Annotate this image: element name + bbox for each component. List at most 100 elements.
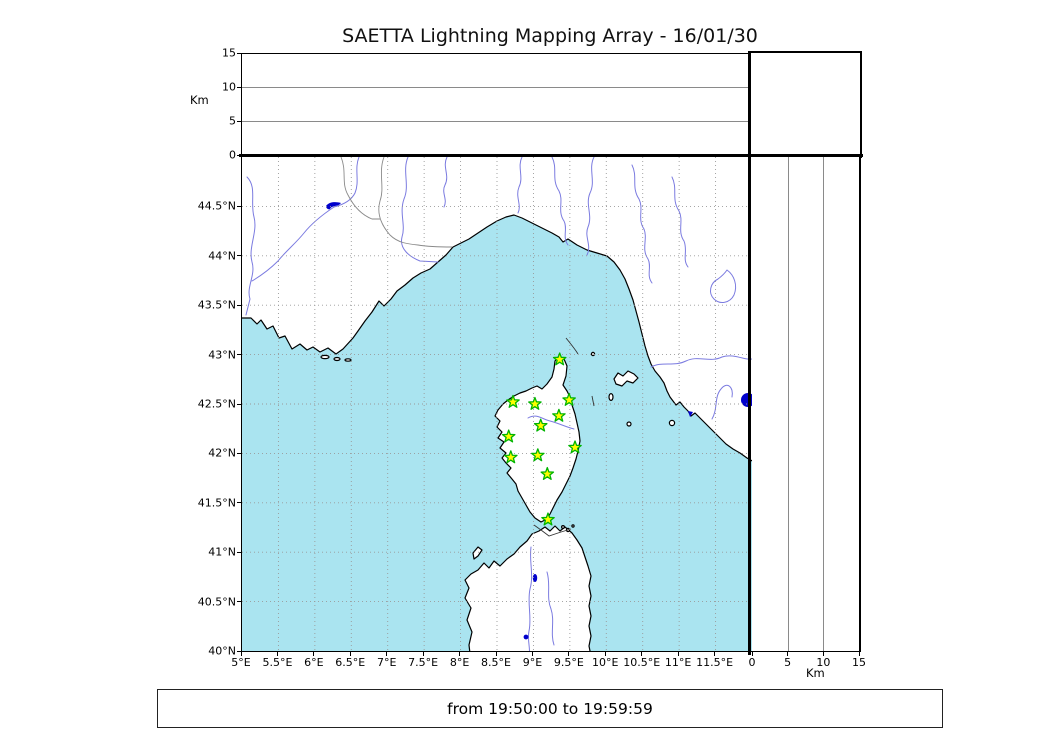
map-lon-tickmark-9.5 <box>568 652 570 656</box>
map-lon-tick-9: 9°E <box>522 656 543 669</box>
argentario-lagoon <box>688 411 693 417</box>
map-lat-tickmark-41 <box>237 551 241 553</box>
hyeres-island-1 <box>320 354 330 360</box>
alt-lat-xtickmark-15 <box>858 652 860 656</box>
map-lon-tickmark-7 <box>386 652 388 656</box>
map-lon-tick-5: 5°E <box>231 656 251 669</box>
alt-lon-ytick-10: 10 <box>222 80 236 94</box>
map-lat-tickmark-40 <box>237 650 241 652</box>
figure-title: SAETTA Lightning Mapping Array - 16/01/3… <box>342 25 758 47</box>
alt-lon-ytickmark-15 <box>237 52 241 54</box>
station-star-10 <box>503 450 518 464</box>
station-star-2 <box>506 394 520 408</box>
alt-lon-ytickmark-0 <box>237 154 241 156</box>
country-borders <box>340 157 453 248</box>
alt-lat-xtickmark-10 <box>822 652 824 656</box>
station-star-8 <box>568 440 582 454</box>
time-range-text: from 19:50:00 to 19:59:59 <box>447 699 653 718</box>
map-lon-tickmark-10 <box>604 652 606 656</box>
map-lon-tick-8.5: 8.5°E <box>481 656 511 669</box>
alt-lat-xtick-10: 10 <box>816 656 831 669</box>
map-lat-tick-44.5: 44.5°N <box>197 199 236 213</box>
map-lon-tick-5.5: 5.5°E <box>262 656 293 669</box>
gorgona-island <box>590 351 596 357</box>
sardinia-island <box>464 525 592 651</box>
station-star-11 <box>540 466 555 481</box>
map-lon-tick-11.5: 11.5°E <box>696 656 734 669</box>
map-lat-tick-42.5: 42.5°N <box>197 397 236 411</box>
map-lat-tickmark-42.5 <box>237 403 241 405</box>
elba-island <box>613 370 639 387</box>
sardinia-lake-2 <box>523 634 529 640</box>
altitude-gridline-10km <box>823 157 825 651</box>
map-lon-tickmark-5.5 <box>276 652 278 656</box>
asinara-island <box>472 546 483 560</box>
map-lon-tickmark-7.5 <box>422 652 424 656</box>
station-star-4 <box>562 392 576 406</box>
maddalena-islet-3 <box>571 524 575 528</box>
map-lon-tick-8: 8°E <box>449 656 470 669</box>
station-star-3 <box>528 396 542 410</box>
map-lat-tick-44: 44°N <box>208 249 236 263</box>
map-lat-tickmark-40.5 <box>237 601 241 603</box>
map-lon-tickmark-6.5 <box>349 652 351 656</box>
map-lon-tick-6: 6°E <box>304 656 324 669</box>
graticule-grid <box>242 157 752 651</box>
map-lon-tickmark-11.5 <box>714 652 716 656</box>
map-lat-tickmark-44 <box>237 255 241 257</box>
altitude-latitude-panel <box>752 157 861 652</box>
map-lon-tickmark-8.5 <box>495 652 497 656</box>
map-lon-tick-11: 11°E <box>664 656 692 669</box>
map-panel <box>241 157 752 652</box>
map-lat-tickmark-42 <box>237 452 241 454</box>
map-lon-tickmark-6 <box>313 652 315 656</box>
altitude-longitude-panel <box>241 53 751 155</box>
map-lon-tick-7.5: 7.5°E <box>408 656 439 669</box>
horizontal-separator-line <box>239 153 863 158</box>
map-lon-tick-7: 7°E <box>376 656 397 669</box>
map-lon-tick-9.5: 9.5°E <box>553 656 584 669</box>
altitude-axis-title-left: Km <box>190 93 209 107</box>
land-masses <box>242 157 752 651</box>
alt-lat-xtick-15: 15 <box>852 656 866 669</box>
map-lon-tickmark-11 <box>677 652 679 656</box>
alt-lon-ytickmark-5 <box>237 120 241 122</box>
map-lat-tick-41.5: 41.5°N <box>197 496 236 510</box>
map-lon-tickmark-5 <box>240 652 242 656</box>
map-lat-tick-42: 42°N <box>208 446 236 460</box>
alt-lat-xtick-5: 5 <box>784 656 792 669</box>
pianosa-island <box>626 421 632 427</box>
hyeres-island-3 <box>344 358 352 362</box>
map-lon-tickmark-8 <box>459 652 461 656</box>
map-lat-tickmark-43 <box>237 354 241 356</box>
station-star-9 <box>530 448 545 462</box>
station-markers <box>501 352 582 526</box>
alt-lon-ytick-15: 15 <box>222 46 236 60</box>
station-star-6 <box>533 418 548 432</box>
rivers <box>245 157 752 651</box>
map-lat-tickmark-44.5 <box>237 205 241 207</box>
station-star-5 <box>552 408 566 422</box>
altitude-gridline-10km <box>242 87 751 89</box>
altitude-histogram-panel <box>748 51 862 158</box>
map-lon-tick-10.5: 10.5°E <box>623 656 661 669</box>
lake-serre-poncon <box>326 202 341 210</box>
map-lat-tick-43.5: 43.5°N <box>197 298 236 312</box>
altitude-axis-title-bottom: Km <box>806 666 825 680</box>
maddalena-islet-1 <box>561 525 566 530</box>
map-lat-tick-43: 43°N <box>208 348 236 362</box>
map-lon-tick-10: 10°E <box>592 656 619 669</box>
map-lat-tick-40: 40°N <box>208 644 236 658</box>
map-lon-tickmark-10.5 <box>641 652 643 656</box>
vertical-separator-line <box>747 51 752 655</box>
montecristo-island <box>668 419 676 427</box>
time-range-box: from 19:50:00 to 19:59:59 <box>157 689 943 728</box>
altitude-gridline-5km <box>242 121 751 123</box>
sardinia-lake-1 <box>532 574 538 582</box>
map-lat-tick-40.5: 40.5°N <box>197 595 236 609</box>
map-lon-tick-6.5: 6.5°E <box>335 656 366 669</box>
alt-lon-ytickmark-10 <box>237 86 241 88</box>
mainland-france-italy-coast <box>242 157 752 462</box>
alt-lat-xtickmark-5 <box>787 652 789 656</box>
